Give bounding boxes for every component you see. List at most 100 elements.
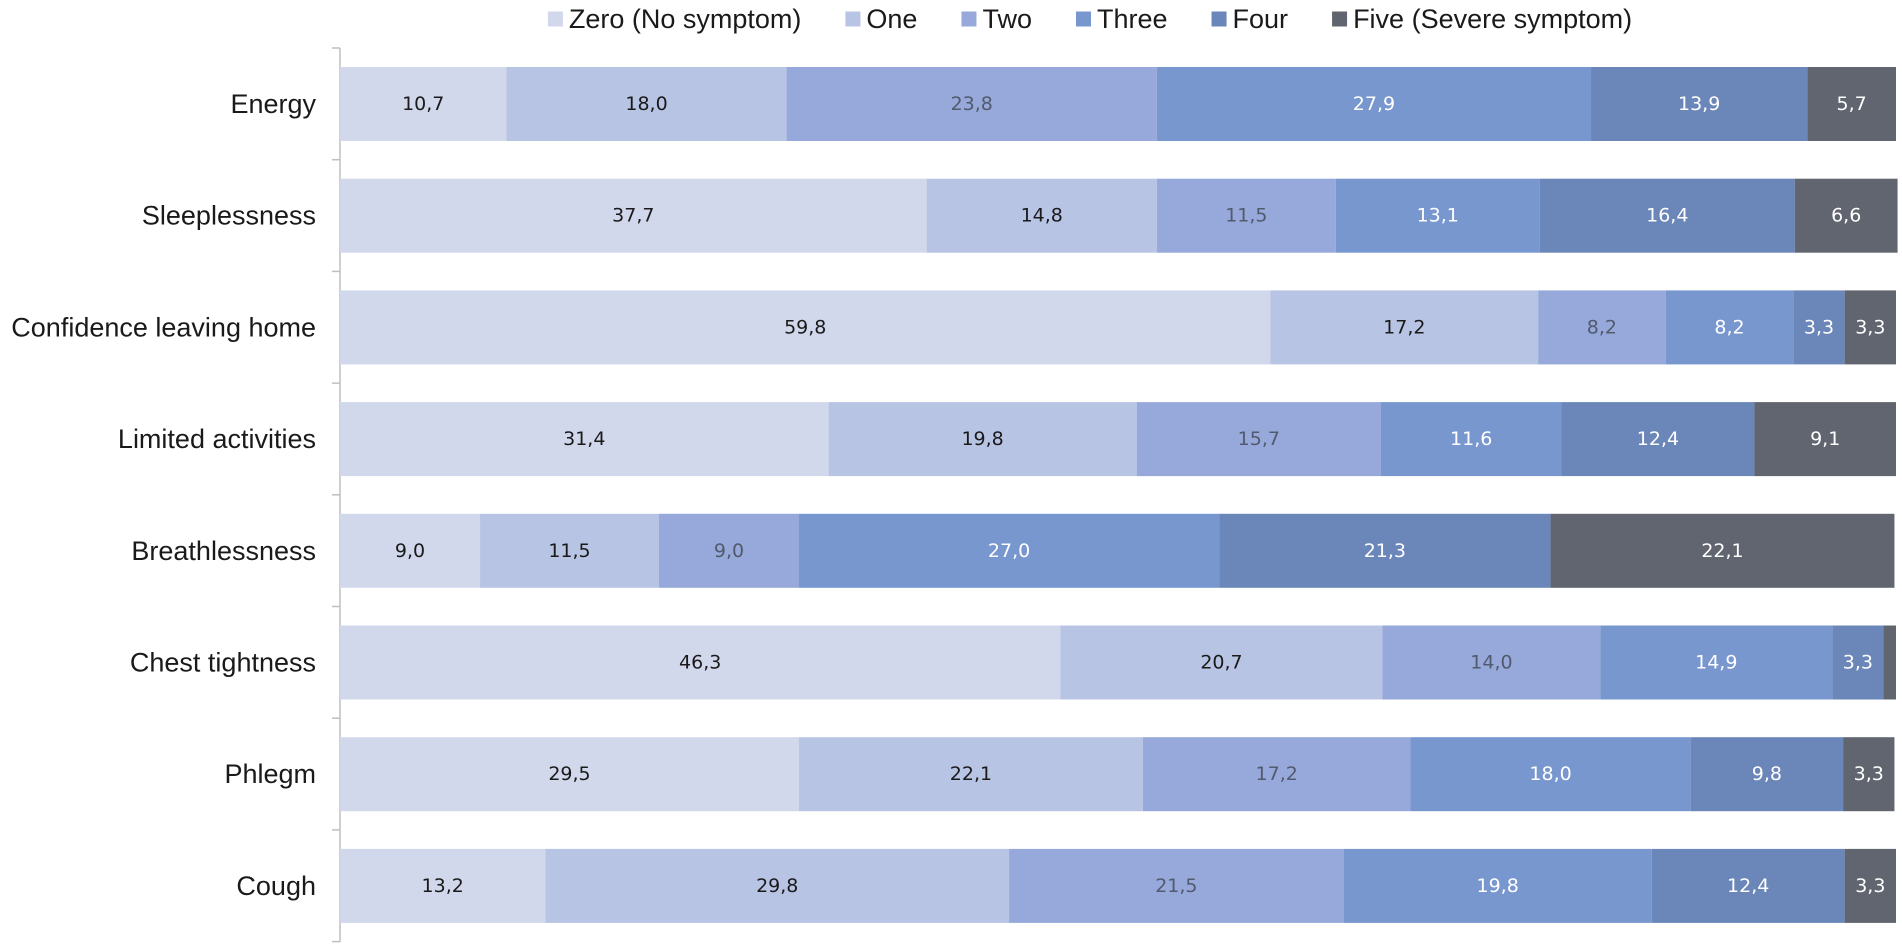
data-label: 15,7 [1238,428,1280,450]
data-label: 14,8 [1021,205,1063,227]
bar-segment-three-phlegm [1410,737,1691,812]
data-label: 20,7 [1200,652,1242,674]
bar-segment-three-limited-activities [1380,402,1562,477]
data-label: 12,4 [1727,875,1769,897]
data-label: 22,1 [950,763,992,785]
bar-segment-zero-no-symptom-limited-activities [340,402,829,477]
data-label: 14,0 [1470,652,1512,674]
legend-swatch [845,11,861,27]
bar-segment-one-phlegm [799,737,1143,812]
data-label: 19,8 [961,428,1003,450]
legend-item-four: Four [1211,4,1289,34]
bar-segment-two-phlegm [1142,737,1411,812]
bar-segment-two-sleeplessness [1156,178,1336,253]
data-label: 13,1 [1417,205,1459,227]
data-label: 5,7 [1837,93,1867,115]
bar-segment-three-cough [1343,848,1652,923]
bar-segment-four-chest-tightness [1832,625,1884,700]
data-label: 3,3 [1854,763,1884,785]
bar-segment-zero-no-symptom-cough [340,848,546,923]
bar-segment-three-chest-tightness [1600,625,1833,700]
category-label-chest-tightness: Chest tightness [130,648,316,678]
data-label: 16,4 [1646,205,1688,227]
bar-segment-one-limited-activities [828,402,1137,477]
bar-segment-five-severe-symptom-limited-activities [1754,402,1896,477]
bar-segment-zero-no-symptom-energy [340,67,507,141]
bar-segment-five-severe-symptom-confidence-leaving-home [1844,290,1896,365]
bar-segment-two-breathlessness [658,513,800,588]
data-label: 17,2 [1256,763,1298,785]
bar-row-confidence-leaving-home: 59,8 17,2 8,2 8,2 3,3 3,3 [340,290,1896,365]
legend-label: Five (Severe symptom) [1353,4,1632,34]
bar-segment-one-confidence-leaving-home [1270,290,1539,365]
bar-row-breathlessness: 9,0 11,5 9,0 27,0 21,3 22,1 [340,513,1895,588]
data-label: 29,8 [756,875,798,897]
bar-segment-five-severe-symptom-phlegm [1843,737,1895,812]
bar-segment-five-severe-symptom-breathlessness [1550,513,1895,588]
data-label: 9,0 [395,540,425,562]
category-label-sleeplessness: Sleeplessness [142,201,316,231]
legend-label: Four [1233,4,1289,34]
data-label: 19,8 [1477,875,1519,897]
data-label: 11,5 [548,540,590,562]
data-label: 27,9 [1353,93,1395,115]
data-label: 18,0 [625,93,667,115]
category-label-phlegm: Phlegm [224,759,316,789]
bar-segment-five-severe-symptom-sleeplessness [1794,178,1898,253]
bar-row-limited-activities: 31,4 19,8 15,7 11,6 12,4 9,1 [340,402,1896,477]
data-label: 18,0 [1529,763,1571,785]
bar-segment-five-severe-symptom-cough [1844,848,1896,923]
legend-item-one: One [845,4,917,34]
data-label: 12,4 [1637,428,1679,450]
legend-label: Three [1097,4,1168,34]
legend-label: One [866,4,917,34]
bar-segment-zero-no-symptom-breathlessness [340,513,481,588]
data-label: 31,4 [563,428,605,450]
bar-segment-one-sleeplessness [926,178,1157,253]
category-labels: Energy Sleeplessness Confidence leaving ho… [11,89,316,901]
legend-item-five-severe-symptom: Five (Severe symptom) [1332,4,1632,34]
data-label: 14,9 [1695,652,1737,674]
legend-swatch [961,11,977,27]
legend-swatch [1332,11,1348,27]
data-label: 3,3 [1855,875,1885,897]
category-label-confidence-leaving-home: Confidence leaving home [11,312,316,342]
bar-segment-zero-no-symptom-phlegm [340,737,800,812]
bar-segment-one-breathlessness [480,513,659,588]
legend: Zero (No symptom) One Two Three Four Five (Se… [547,4,1632,34]
bar-segment-three-sleeplessness [1335,178,1540,253]
bar-segment-zero-no-symptom-sleeplessness [340,178,927,253]
data-label: 46,3 [679,652,721,674]
bar-segment-two-cough [1009,848,1344,923]
data-label: 13,2 [422,875,464,897]
bar-segment-four-energy [1591,67,1808,141]
bar-row-sleeplessness: 37,7 14,8 11,5 13,1 16,4 6,6 [340,178,1898,253]
bar-segment-one-energy [506,67,787,141]
data-label: 9,1 [1810,428,1840,450]
bar-segment-three-energy [1156,67,1592,141]
legend-label: Two [982,4,1032,34]
legend-swatch [547,11,563,27]
data-label: 9,0 [714,540,744,562]
category-label-limited-activities: Limited activities [118,424,316,454]
bar-segment-five-severe-symptom-energy [1807,67,1896,141]
legend-swatch [1075,11,1091,27]
legend-item-three: Three [1075,4,1168,34]
data-label: 17,2 [1383,316,1425,338]
bars: 10,7 18,0 23,8 27,9 13,9 5,7 37,7 14,8 11,5 13,1 1… [340,67,1898,923]
data-label: 6,6 [1831,205,1861,227]
category-label-breathlessness: Breathlessness [131,536,316,566]
bar-segment-two-chest-tightness [1382,625,1601,700]
data-label: 21,3 [1364,540,1406,562]
bar-segment-five-severe-symptom-chest-tightness [1883,625,1896,700]
legend-item-zero-no-symptom: Zero (No symptom) [547,4,801,34]
category-label-cough: Cough [236,871,316,901]
data-label: 10,7 [402,93,444,115]
legend-swatch [1211,11,1227,27]
data-label: 3,3 [1855,316,1885,338]
bar-segment-one-cough [545,848,1010,923]
data-label: 22,1 [1701,540,1743,562]
data-label: 8,2 [1714,316,1744,338]
bar-row-energy: 10,7 18,0 23,8 27,9 13,9 5,7 [340,67,1896,141]
